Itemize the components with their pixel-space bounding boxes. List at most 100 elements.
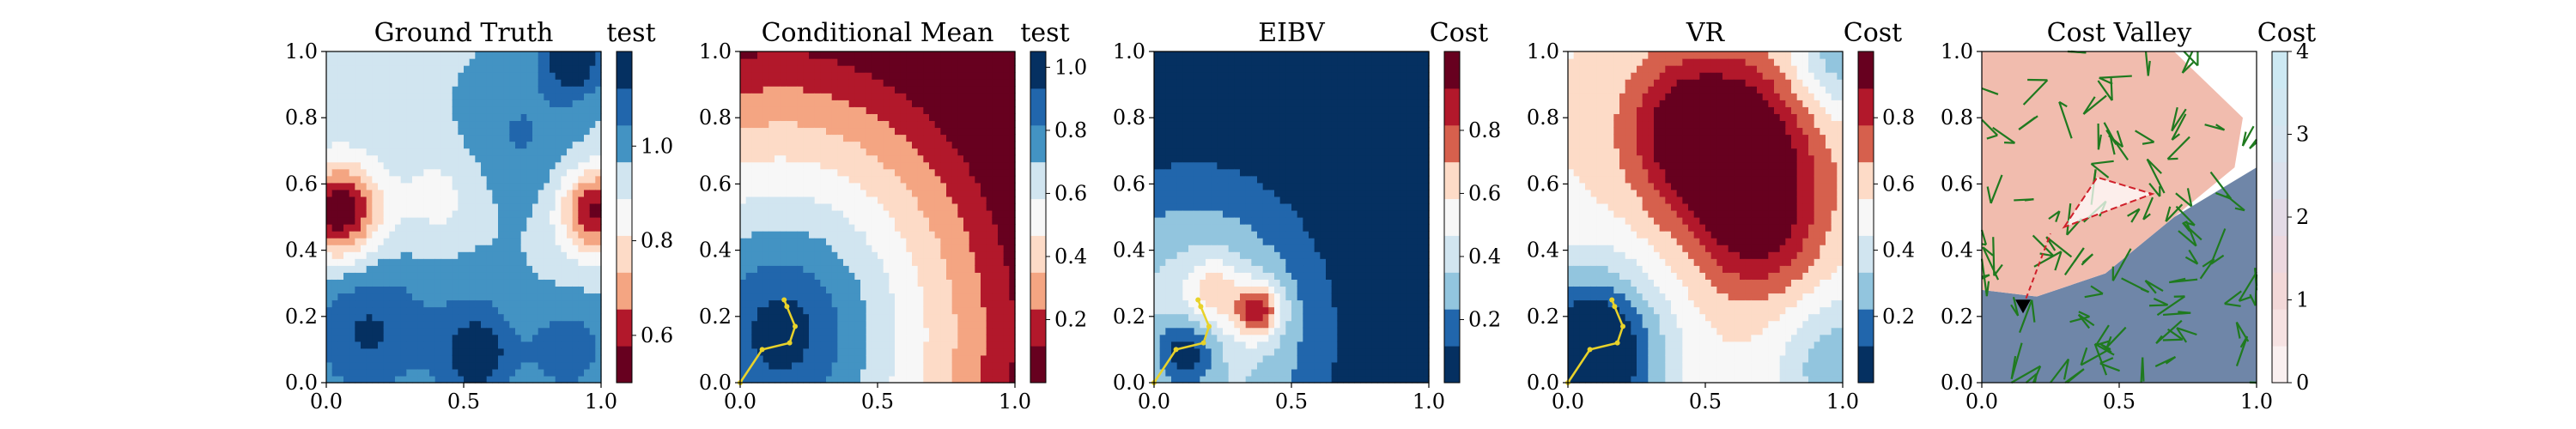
heatmap-cell: [326, 327, 333, 335]
heatmap-cell: [395, 279, 402, 287]
heatmap-cell: [503, 320, 510, 329]
heatmap-cell: [343, 313, 350, 322]
heatmap-cell: [1182, 141, 1189, 149]
heatmap-cell: [532, 58, 539, 66]
heatmap-cell: [498, 245, 505, 252]
heatmap-cell: [809, 375, 816, 384]
heatmap-cell: [981, 106, 987, 114]
heatmap-cell: [400, 58, 407, 66]
heatmap-cell: [572, 375, 579, 384]
heatmap-cell: [372, 86, 379, 94]
heatmap-cell: [751, 306, 758, 315]
heatmap-cell: [895, 347, 902, 356]
heatmap-cell: [520, 79, 527, 87]
heatmap-cell: [412, 341, 419, 349]
heatmap-cell: [475, 361, 482, 370]
heatmap-cell: [1171, 258, 1178, 266]
heatmap-cell: [934, 320, 941, 329]
heatmap-cell: [378, 106, 385, 114]
heatmap-cell: [406, 79, 413, 87]
heatmap-cell: [940, 279, 947, 287]
heatmap-cell: [1171, 202, 1178, 211]
heatmap-cell: [889, 265, 896, 273]
heatmap-cell: [423, 161, 430, 170]
heatmap-cell: [567, 320, 574, 329]
heatmap-cell: [872, 154, 878, 163]
heatmap-cell: [412, 148, 419, 156]
heatmap-cell: [434, 327, 441, 335]
heatmap-cell: [963, 209, 970, 218]
heatmap-cell: [372, 100, 379, 107]
heatmap-cell: [814, 209, 821, 218]
heatmap-cell: [1159, 361, 1166, 370]
heatmap-cell: [429, 161, 436, 170]
heatmap-cell: [550, 148, 556, 156]
heatmap-cell: [572, 327, 579, 335]
heatmap-cell: [895, 100, 902, 107]
heatmap-cell: [866, 224, 872, 232]
heatmap-cell: [584, 279, 591, 287]
heatmap-cell: [1159, 347, 1166, 356]
colorbar-level: [617, 161, 632, 200]
heatmap-cell: [769, 79, 775, 87]
heatmap-cell: [786, 354, 793, 363]
heatmap-cell: [383, 265, 390, 273]
heatmap-cell: [1154, 306, 1161, 315]
heatmap-cell: [567, 134, 574, 142]
heatmap-cell: [378, 258, 385, 266]
heatmap-cell: [986, 189, 993, 197]
heatmap-cell: [561, 58, 568, 66]
heatmap-cell: [951, 58, 958, 66]
heatmap-cell: [326, 202, 333, 211]
heatmap-cell: [975, 154, 981, 163]
heatmap-cell: [595, 238, 602, 245]
heatmap-cell: [957, 293, 964, 301]
heatmap-cell: [780, 127, 787, 136]
heatmap-cell: [923, 347, 930, 356]
heatmap-cell: [561, 368, 568, 377]
heatmap-cell: [831, 148, 838, 156]
heatmap-cell: [498, 299, 505, 308]
heatmap-cell: [337, 272, 344, 280]
heatmap-cell: [786, 293, 793, 301]
heatmap-cell: [383, 361, 390, 370]
heatmap-cell: [337, 182, 344, 190]
heatmap-cell: [957, 72, 964, 80]
heatmap-cell: [751, 313, 758, 322]
heatmap-cell: [848, 231, 855, 239]
y-tick-label: 0.8: [699, 106, 732, 130]
heatmap-cell: [337, 154, 344, 163]
heatmap-cell: [740, 334, 747, 342]
heatmap-cell: [584, 100, 591, 107]
heatmap-cell: [981, 238, 987, 245]
heatmap-cell: [981, 65, 987, 73]
heatmap-cell: [434, 258, 441, 266]
heatmap-cell: [906, 361, 913, 370]
heatmap-cell: [349, 217, 355, 225]
heatmap-cell: [848, 148, 855, 156]
heatmap-cell: [895, 231, 902, 239]
heatmap-cell: [872, 189, 878, 197]
heatmap-cell: [355, 293, 361, 301]
heatmap-cell: [595, 202, 602, 211]
heatmap-cell: [998, 86, 1005, 94]
heatmap-cell: [889, 279, 896, 287]
heatmap-cell: [1165, 251, 1172, 259]
heatmap-cell: [429, 209, 436, 218]
heatmap-cell: [1165, 134, 1172, 142]
heatmap-cell: [389, 306, 396, 315]
heatmap-cell: [809, 182, 816, 190]
heatmap-cell: [831, 217, 838, 225]
heatmap-cell: [780, 209, 787, 218]
heatmap-cell: [469, 354, 476, 363]
heatmap-cell: [854, 189, 861, 197]
heatmap-cell: [595, 334, 602, 342]
heatmap-cell: [355, 161, 361, 170]
heatmap-cell: [762, 320, 769, 329]
heatmap-cell: [986, 154, 993, 163]
heatmap-cell: [757, 251, 764, 259]
heatmap-cell: [469, 334, 476, 342]
heatmap-cell: [532, 168, 539, 177]
heatmap-cell: [745, 113, 752, 122]
heatmap-cell: [1003, 217, 1010, 225]
